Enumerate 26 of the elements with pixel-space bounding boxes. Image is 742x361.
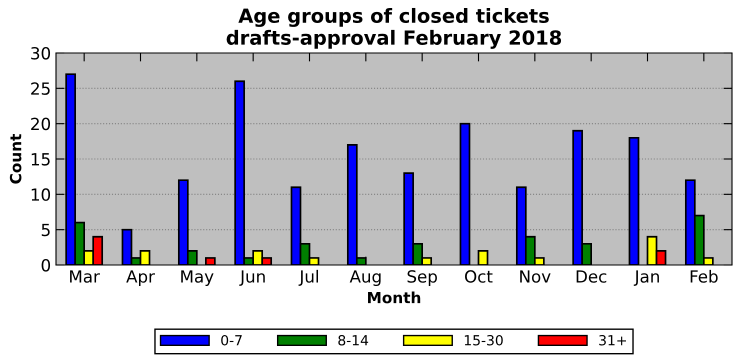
legend-label: 31+ — [599, 334, 626, 346]
y-tick-label: 15 — [32, 153, 50, 166]
x-tick-label: Jul — [298, 270, 318, 286]
x-tick-label: Mar — [70, 270, 100, 283]
x-tick-label: Feb — [690, 270, 718, 283]
x-tick-label: Sep — [408, 270, 437, 286]
x-tick-label: May — [181, 270, 214, 286]
x-tick-label: Jan — [634, 270, 659, 286]
y-tick-label: 5 — [42, 224, 50, 236]
y-tick-label: 0 — [42, 258, 50, 272]
y-tick-label: 30 — [31, 46, 50, 60]
x-tick-label: Aug — [350, 270, 381, 286]
x-axis-title: Month — [368, 292, 420, 304]
y-tick-label: 20 — [31, 118, 50, 130]
legend-label: 0-7 — [221, 334, 242, 346]
x-tick-label: Nov — [520, 270, 551, 283]
y-tick-label: 10 — [32, 188, 50, 201]
y-axis-title: Count — [10, 134, 22, 184]
x-tick-label: Jun — [239, 270, 265, 286]
chart-title: Age groups of closed tickets drafts-approval February 2018 — [226, 8, 562, 49]
legend-label: 8-14 — [338, 334, 368, 346]
x-tick-label: Oct — [465, 270, 493, 283]
legend-label: 15-30 — [464, 334, 503, 346]
y-tick-label: 25 — [31, 82, 50, 95]
x-tick-label: Apr — [126, 270, 155, 286]
x-tick-label: Dec — [576, 270, 606, 283]
